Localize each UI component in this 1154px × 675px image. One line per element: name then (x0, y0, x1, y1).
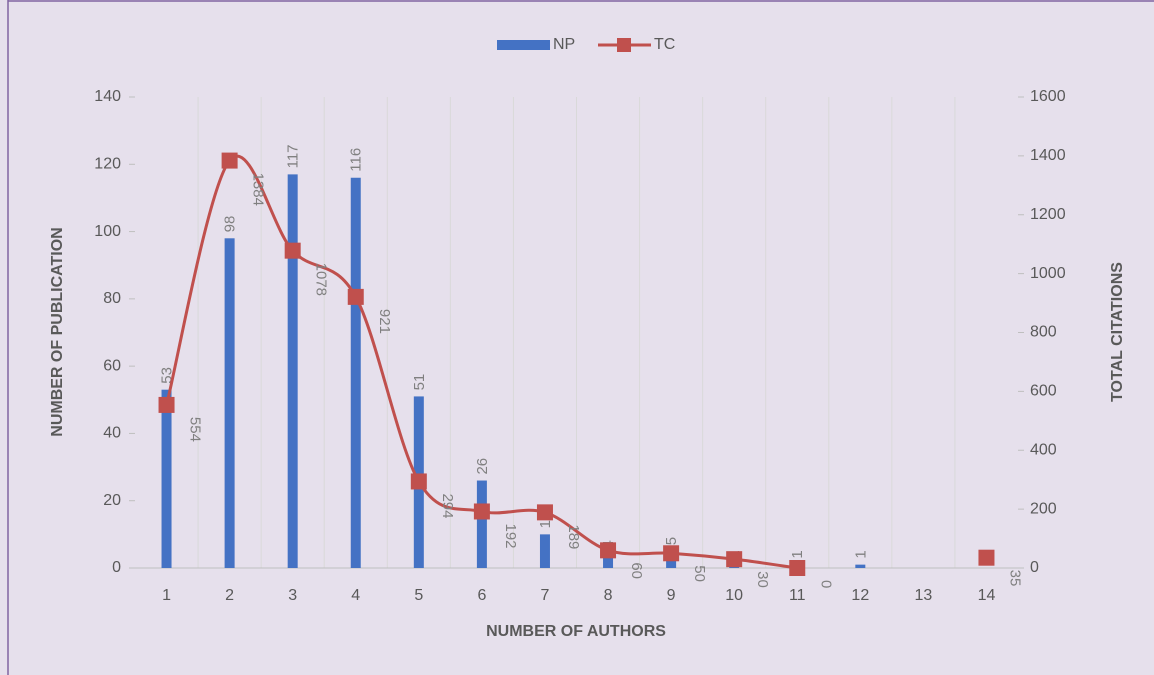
data-label: 192 (502, 523, 519, 548)
y2-tick-label: 1200 (1030, 206, 1066, 223)
legend-label: NP (553, 36, 575, 53)
y2-tick-label: 0 (1030, 559, 1039, 576)
x-tick-label: 14 (978, 587, 996, 604)
y2-tick-label: 200 (1030, 500, 1057, 517)
marker (473, 503, 490, 520)
y-axis-title: NUMBER OF PUBLICATION (49, 227, 66, 436)
y2-axis-title: TOTAL CITATIONS (1109, 262, 1126, 402)
x-tick-label: 10 (725, 587, 743, 604)
data-label: 294 (439, 493, 456, 518)
bar (539, 534, 550, 568)
data-label: 35 (1006, 570, 1023, 587)
data-label: 60 (628, 562, 645, 579)
data-label: 1078 (313, 263, 330, 296)
data-label: 0 (817, 580, 834, 588)
bar (476, 480, 487, 568)
x-tick-label: 6 (477, 587, 486, 604)
bar (224, 238, 235, 569)
bar (350, 177, 361, 568)
y-tick-label: 100 (94, 223, 121, 240)
y2-tick-label: 600 (1030, 383, 1057, 400)
data-label: 50 (691, 565, 708, 582)
data-label: 1384 (250, 173, 267, 206)
bar (161, 389, 172, 568)
data-label: 51 (411, 374, 428, 391)
marker (284, 242, 301, 259)
y-tick-label: 20 (103, 492, 121, 509)
y-tick-label: 0 (112, 559, 121, 576)
x-tick-label: 5 (414, 587, 423, 604)
data-label: 189 (565, 524, 582, 549)
y2-tick-label: 1400 (1030, 147, 1066, 164)
x-tick-label: 12 (851, 587, 869, 604)
marker (663, 545, 680, 562)
x-tick-label: 1 (162, 587, 171, 604)
data-label: 554 (187, 417, 204, 442)
x-tick-label: 9 (667, 587, 676, 604)
data-label: 1 (789, 550, 806, 558)
marker (347, 288, 364, 305)
data-label: 117 (285, 144, 302, 168)
y-tick-label: 140 (94, 88, 121, 105)
bar (855, 564, 866, 568)
x-tick-label: 3 (288, 587, 297, 604)
data-label: 5 (663, 537, 680, 545)
y-tick-label: 40 (103, 425, 121, 442)
y-tick-label: 80 (103, 290, 121, 307)
marker (789, 560, 806, 576)
data-label: 30 (754, 571, 771, 588)
x-tick-label: 7 (541, 587, 550, 604)
data-label: 26 (474, 458, 491, 475)
marker (158, 396, 175, 413)
x-tick-label: 2 (225, 587, 234, 604)
data-label: 116 (348, 148, 365, 172)
x-tick-label: 11 (789, 587, 806, 604)
legend-swatch (617, 38, 631, 52)
x-axis-title: NUMBER OF AUTHORS (486, 623, 666, 640)
marker (978, 549, 995, 566)
bar (287, 174, 298, 568)
y2-tick-label: 1600 (1030, 88, 1066, 105)
y2-tick-label: 1000 (1030, 265, 1066, 282)
x-tick-label: 13 (914, 587, 932, 604)
marker (221, 152, 238, 169)
data-label: 98 (222, 216, 239, 233)
legend-swatch (497, 40, 550, 50)
marker (536, 504, 553, 521)
data-label: 1 (852, 550, 869, 558)
bar (603, 554, 614, 568)
marker (600, 542, 617, 559)
x-tick-label: 4 (351, 587, 360, 604)
x-tick-label: 8 (604, 587, 613, 604)
data-label: 921 (376, 309, 393, 334)
marker (410, 473, 427, 490)
y2-tick-label: 400 (1030, 441, 1057, 458)
marker (726, 551, 743, 568)
y2-tick-label: 800 (1030, 324, 1057, 341)
legend-label: TC (654, 36, 675, 53)
y-tick-label: 60 (103, 357, 121, 374)
y-tick-label: 120 (94, 156, 121, 173)
